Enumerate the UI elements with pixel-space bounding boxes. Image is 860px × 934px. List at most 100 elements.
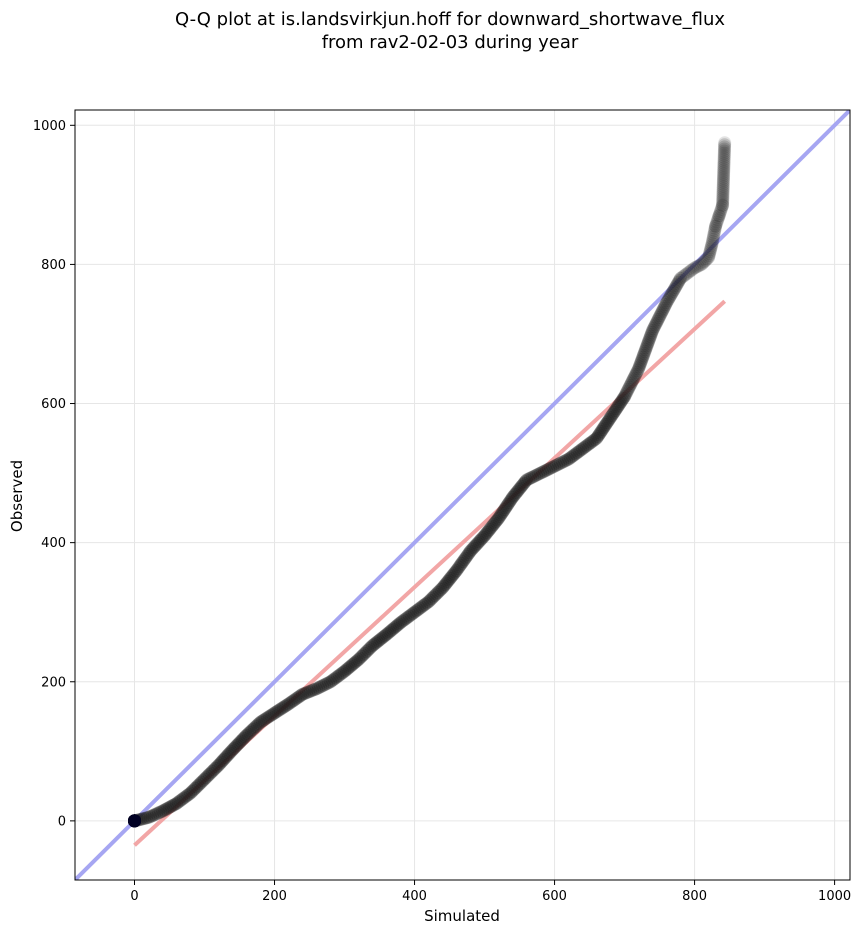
qq-point [485,519,499,533]
qq-point [469,538,483,552]
qq-point [257,713,271,727]
qq-point [611,400,625,414]
qq-point [480,526,494,540]
qq-point [591,430,605,444]
qq-point [259,712,273,726]
qq-point [512,483,526,497]
qq-point [717,167,731,181]
qq-point [140,811,154,825]
qq-point [605,409,619,423]
qq-point [246,722,260,736]
qq-point [598,419,612,433]
qq-point [262,709,276,723]
qq-point [235,733,249,747]
qq-point [584,435,598,449]
qq-point [641,335,655,349]
qq-point [223,746,237,760]
qq-point [619,388,633,402]
qq-point [576,442,590,456]
qq-point [696,256,710,270]
qq-point [679,267,693,281]
qq-point [451,562,465,576]
qq-point [697,255,711,269]
qq-point [375,631,389,645]
qq-point [620,384,634,398]
qq-point [622,380,636,394]
qq-point [146,809,160,823]
x-tick-label-2: 400 [402,889,427,904]
qq-point [387,621,401,635]
qq-point [443,571,457,585]
qq-point [490,513,504,527]
qq-point [669,279,683,293]
qq-point [716,184,730,198]
qq-point [548,459,562,473]
qq-point [636,348,650,362]
qq-point [191,778,205,792]
qq-point [310,682,324,696]
x-tick-label-5: 1000 [818,889,851,904]
qq-point [345,658,359,672]
qq-point [314,680,328,694]
qq-point [465,542,479,556]
qq-point [713,205,727,219]
qq-point [716,192,730,206]
qq-point [662,292,676,306]
qq-point [704,241,718,255]
qq-point [422,595,436,609]
qq-point-origin [128,814,142,828]
qq-point [597,421,611,435]
qq-point [657,301,671,315]
qq-point [570,446,584,460]
qq-point [716,198,730,212]
qq-point [401,610,415,624]
qq-point [717,146,731,160]
qq-point [653,309,667,323]
qq-point [717,148,731,162]
qq-point [518,475,532,489]
x-tick-label-3: 600 [542,889,567,904]
qq-point [367,637,381,651]
qq-point [656,303,670,317]
qq-point [699,253,713,267]
qq-point [508,487,522,501]
qq-point [437,579,451,593]
qq-point [705,237,719,251]
qq-point [389,620,403,634]
qq-point-outlier-0 [718,136,732,150]
qq-point-origin [128,814,142,828]
qq-point-origin [128,814,142,828]
qq-point [634,354,648,368]
qq-point [458,551,472,565]
qq-point [322,676,336,690]
qq-point [484,521,498,535]
qq-point [185,785,199,799]
qq-point [688,261,702,275]
qq-point [188,781,202,795]
qq-point [461,548,475,562]
qq-point [675,270,689,284]
qq-point [716,190,730,204]
qq-point [416,599,430,613]
qq-point [613,397,627,411]
qq-point [334,667,348,681]
qq-point-origin [128,814,142,828]
qq-point [268,706,282,720]
qq-point [429,587,443,601]
qq-point [714,202,728,216]
x-tick-label-4: 800 [682,889,707,904]
qq-point [602,412,616,426]
qq-point [436,581,450,595]
qq-point [276,700,290,714]
x-tick-label-0: 0 [130,889,138,904]
qq-point [462,546,476,560]
qq-point [501,497,515,511]
qq-point [255,714,269,728]
qq-point-origin [128,814,142,828]
qq-point [563,451,577,465]
qq-point-origin [128,814,142,828]
qq-point [647,320,661,334]
qq-point [655,305,669,319]
qq-point [287,693,301,707]
